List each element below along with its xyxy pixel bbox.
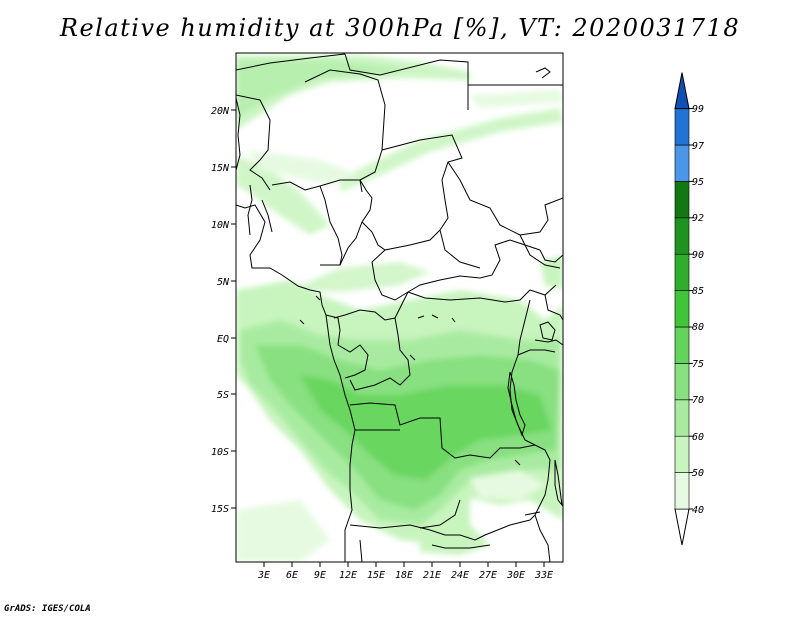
colorbar-swatch [674, 181, 690, 219]
colorbar-label: 99 [692, 104, 704, 115]
lat-label: 10N [211, 220, 230, 231]
lon-label: 33E [534, 570, 553, 581]
lat-label: 5N [217, 277, 230, 288]
colorbar-swatch [674, 326, 690, 364]
grads-credit: GrADS: IGES/COLA [4, 604, 91, 614]
colorbar-swatch [674, 399, 690, 437]
colorbar-label: 75 [692, 359, 704, 370]
map-frame [235, 52, 564, 563]
colorbar: 40 50 60 70 75 80 85 90 92 95 97 99 [674, 72, 704, 546]
colorbar-label: 60 [692, 432, 704, 443]
lon-label: 3E [257, 570, 270, 581]
lon-label: 30E [506, 570, 525, 581]
colorbar-label: 97 [692, 141, 704, 152]
colorbar-label: 50 [692, 468, 704, 479]
lake-victoria [539, 321, 556, 341]
colorbar-label: 80 [692, 322, 704, 333]
lon-label: 6E [286, 570, 298, 581]
colorbar-swatch [674, 217, 690, 255]
lon-label: 18E [395, 570, 413, 581]
colorbar-label: 85 [692, 286, 704, 297]
lon-label: 21E [423, 570, 441, 581]
colorbar-label: 40 [692, 505, 704, 516]
lon-label: 12E [339, 570, 357, 581]
lat-label: EQ [217, 334, 229, 345]
humidity-field [236, 55, 563, 562]
colorbar-swatch [674, 472, 690, 510]
lat-label: 15S [211, 504, 229, 515]
lat-label: 10S [211, 447, 229, 458]
colorbar-lower-triangle [674, 508, 690, 546]
colorbar-swatches [674, 72, 693, 546]
lat-label: 20N [211, 106, 230, 117]
colorbar-label: 92 [692, 213, 704, 224]
lon-label: 24E [451, 570, 469, 581]
country-boundaries [236, 53, 563, 562]
colorbar-swatch [674, 363, 690, 401]
colorbar-label: 70 [692, 395, 704, 406]
humidity-streak [340, 108, 563, 192]
lon-label: 15E [367, 570, 385, 581]
lon-label: 27E [479, 570, 497, 581]
colorbar-swatch [674, 290, 690, 328]
colorbar-swatch [674, 253, 690, 291]
colorbar-label: 90 [692, 250, 704, 261]
colorbar-swatch [674, 435, 690, 473]
plot-title: Relative humidity at 300hPa [%], VT: 202… [59, 14, 741, 42]
lat-label: 5S [217, 390, 229, 401]
colorbar-swatch [674, 144, 690, 182]
colorbar-upper-triangle [674, 72, 690, 110]
lake-malawi [554, 459, 563, 507]
lon-axis: 3E 6E 9E 12E 15E 18E 21E 24E 27E 30E 33E [257, 562, 553, 581]
lat-label: 15N [211, 163, 230, 174]
colorbar-swatch [674, 108, 690, 146]
lake-tanganyika [507, 371, 526, 437]
lon-label: 9E [314, 570, 326, 581]
coastline-west-africa [236, 97, 241, 171]
lat-axis: 20N 15N 10N 5N EQ 5S 10S 15S [211, 106, 236, 515]
colorbar-label: 95 [692, 177, 704, 188]
